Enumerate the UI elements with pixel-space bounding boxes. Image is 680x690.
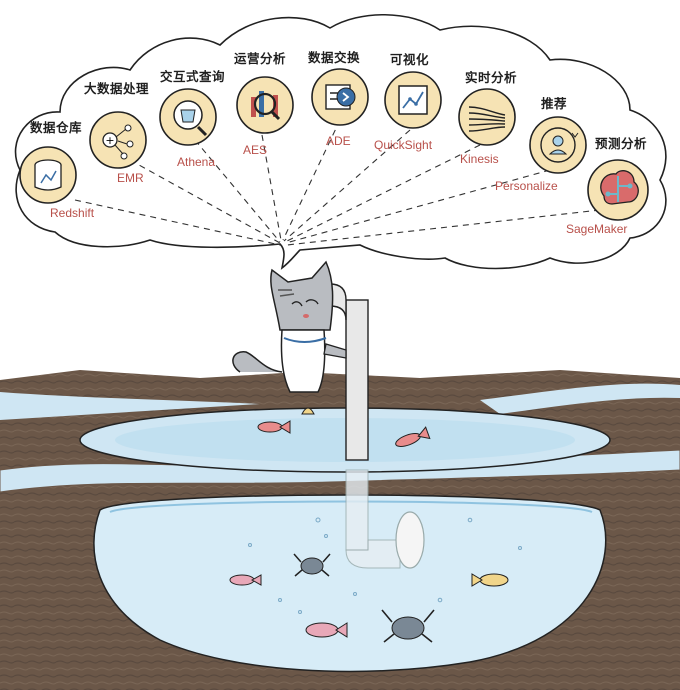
category-label-realtime: 实时分析 — [465, 70, 518, 85]
sagemaker-icon — [587, 159, 649, 221]
kinesis-icon — [458, 88, 516, 146]
thought-cloud — [14, 13, 667, 270]
svg-text:+: + — [105, 134, 114, 147]
service-label-ade: ADE — [326, 134, 351, 148]
service-label-athena: Athena — [177, 155, 216, 169]
category-label-big-data: 大数据处理 — [84, 81, 150, 96]
fish-deep-2 — [471, 573, 509, 587]
quicksight-icon — [384, 71, 442, 129]
fish-deep-3 — [305, 622, 348, 638]
category-label-operations: 运营分析 — [234, 51, 287, 66]
category-label-recommendation: 推荐 — [541, 96, 568, 111]
crab-2 — [381, 609, 435, 643]
redshift-icon — [19, 146, 77, 204]
crab-1 — [293, 553, 331, 577]
category-label-interactive-query: 交互式查询 — [160, 69, 226, 84]
ground-strata — [0, 370, 680, 690]
seashell — [301, 407, 315, 415]
bubbles — [248, 517, 522, 614]
category-label-data-warehouse: 数据仓库 — [30, 120, 83, 135]
emr-icon: + — [89, 111, 147, 169]
service-label-kinesis: Kinesis — [460, 152, 499, 166]
fish-deep-1 — [229, 574, 262, 586]
category-label-data-exchange: 数据交换 — [308, 50, 361, 65]
fish-surface-1 — [257, 420, 291, 434]
service-label-quicksight: QuickSight — [374, 138, 433, 152]
ade-icon — [311, 68, 369, 126]
service-label-personalize: Personalize — [495, 179, 558, 193]
cat-character — [232, 260, 347, 393]
category-label-visualization: 可视化 — [390, 52, 430, 67]
service-label-redshift: Redshift — [50, 206, 95, 220]
service-label-aes: AES — [243, 143, 268, 157]
service-label-sagemaker: SageMaker — [566, 222, 628, 236]
connection-lines — [74, 119, 601, 246]
aes-icon — [236, 76, 294, 134]
fish-surface-2 — [395, 426, 431, 447]
personalize-icon — [529, 116, 587, 174]
category-label-prediction: 预测分析 — [595, 136, 648, 151]
periscope-pipe — [309, 283, 425, 569]
lake-basin — [93, 494, 607, 673]
athena-icon — [159, 88, 217, 146]
service-label-emr: EMR — [117, 171, 144, 185]
